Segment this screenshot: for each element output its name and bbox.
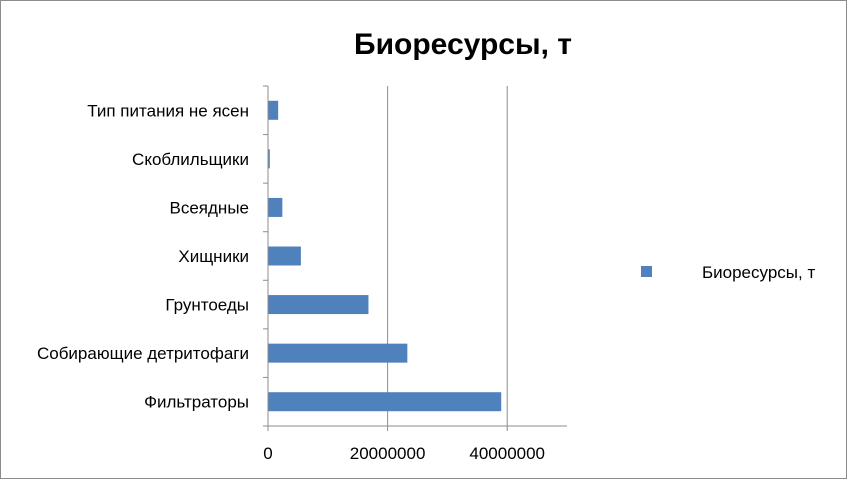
category-label: Хищники <box>178 247 249 266</box>
axes <box>263 85 567 431</box>
bars <box>268 100 502 412</box>
bar <box>268 392 502 412</box>
bar <box>268 149 270 169</box>
category-label: Скоблильщики <box>132 150 249 169</box>
gridlines <box>387 86 508 426</box>
category-label: Грунтоеды <box>165 296 249 315</box>
bar <box>268 197 283 217</box>
x-tick-label: 0 <box>263 444 272 463</box>
x-tick-labels: 0 20000000 40000000 <box>263 444 545 463</box>
category-label: Всеядные <box>170 198 249 217</box>
bar <box>268 246 301 266</box>
x-tick-label: 40000000 <box>469 444 545 463</box>
bar <box>268 295 369 315</box>
bar <box>268 100 279 120</box>
category-label: Фильтраторы <box>144 393 249 412</box>
legend: Биоресурсы, т <box>641 263 815 282</box>
x-tick-label: 20000000 <box>350 444 426 463</box>
category-label: Тип питания не ясен <box>87 101 249 120</box>
legend-swatch <box>641 266 652 277</box>
category-label: Собирающие детритофаги <box>37 344 249 363</box>
legend-label: Биоресурсы, т <box>702 263 815 282</box>
category-labels: Фильтраторы Собирающие детритофаги Грунтое… <box>37 101 249 411</box>
chart-title: Биоресурсы, т <box>354 28 572 61</box>
bar <box>268 343 408 363</box>
